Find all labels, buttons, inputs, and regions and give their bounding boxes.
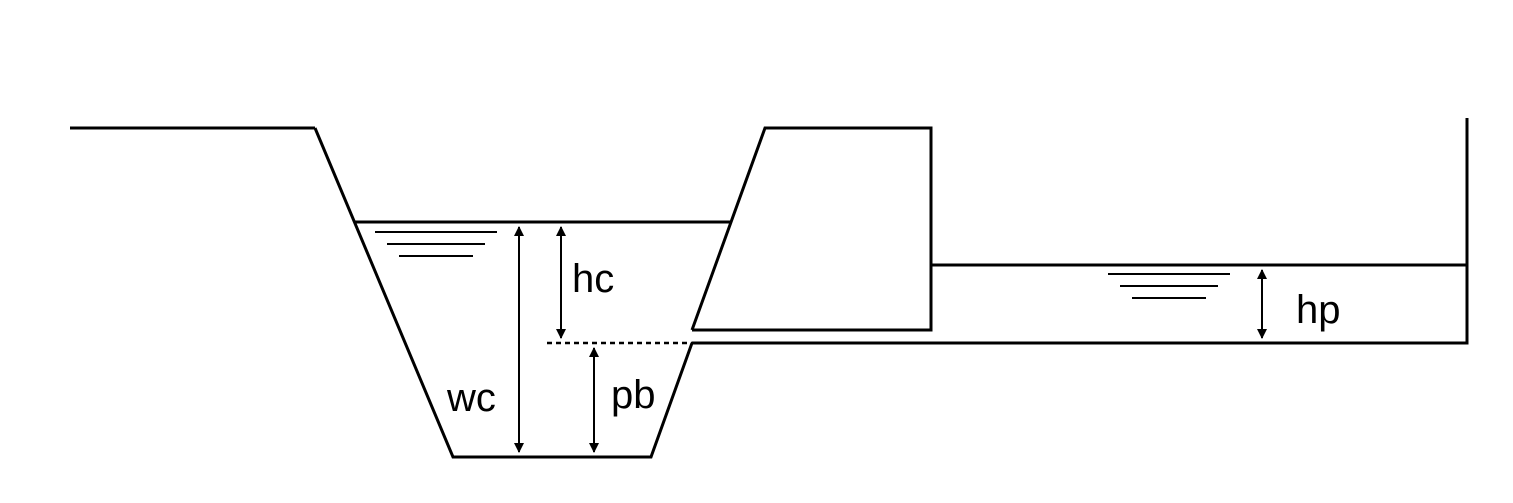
hc-label: hc [572,257,614,301]
pb-label: pb [611,373,656,417]
canal-channel-outline [313,127,694,459]
pond-water-level-symbol [1108,273,1230,299]
pond-outline [692,118,1469,345]
wc-label: wc [446,376,496,420]
canal-water-level-symbol [375,231,497,257]
embankment-outline [690,126,933,332]
hp-label: hp [1296,288,1341,332]
